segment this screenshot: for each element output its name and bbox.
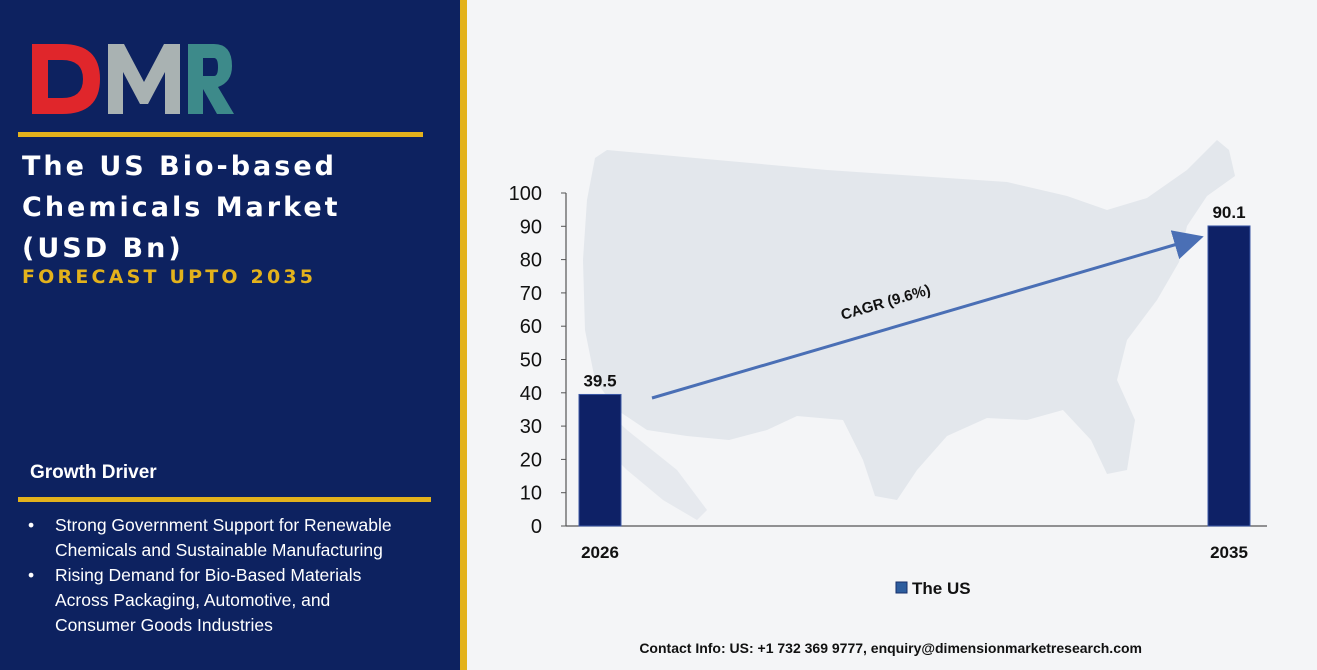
logo-letter-r xyxy=(188,44,234,114)
driver-line: Strong Government Support for Renewable xyxy=(55,515,392,535)
us-map-background xyxy=(583,140,1235,500)
y-tick-label: 0 xyxy=(531,516,542,538)
page-title: The US Bio-based Chemicals Market (USD B… xyxy=(22,146,442,269)
bar xyxy=(578,393,622,527)
y-tick-label: 30 xyxy=(520,416,542,438)
bar-chart: 010203040506070809010039.5202690.12035CA… xyxy=(509,140,1267,598)
y-tick-label: 10 xyxy=(520,483,542,505)
logo-letter-m xyxy=(108,44,180,114)
bar xyxy=(1207,225,1251,527)
dmr-logo xyxy=(32,44,234,114)
y-tick-label: 40 xyxy=(520,383,542,405)
growth-driver-item: • Strong Government Support for Renewabl… xyxy=(28,513,448,563)
data-label: 39.5 xyxy=(583,371,616,390)
y-tick-label: 70 xyxy=(520,283,542,305)
bullet-icon: • xyxy=(28,515,35,535)
y-tick-label: 20 xyxy=(520,449,542,471)
accent-stripe xyxy=(460,0,467,670)
title-divider xyxy=(18,132,423,137)
logo-letter-d xyxy=(32,44,100,114)
growth-driver-heading: Growth Driver xyxy=(30,462,157,483)
title-line-3: (USD Bn) xyxy=(22,233,184,264)
y-tick-label: 60 xyxy=(520,316,542,338)
y-tick-label: 50 xyxy=(520,350,542,372)
contact-info: Contact Info: US: +1 732 369 9777, enqui… xyxy=(639,640,1142,656)
driver-line: Chemicals and Sustainable Manufacturing xyxy=(55,540,383,560)
forecast-subtitle: FORECAST UPTO 2035 xyxy=(22,266,317,288)
plot-area: 010203040506070809010039.5202690.12035CA… xyxy=(509,183,1267,598)
y-tick-label: 90 xyxy=(520,216,542,238)
x-tick-label: 2035 xyxy=(1210,543,1248,562)
info-panel: The US Bio-based Chemicals Market (USD B… xyxy=(0,0,460,670)
legend-label: The US xyxy=(912,579,971,598)
chart-panel: 0 10 20 30 40 50 60 70 80 90 100 39.5 2026 90.1 2035 CA… xyxy=(467,0,1317,670)
data-label: 90.1 xyxy=(1212,203,1245,222)
title-line-2: Chemicals Market xyxy=(22,192,341,223)
driver-line: Consumer Goods Industries xyxy=(55,615,273,635)
x-tick-label: 2026 xyxy=(581,543,619,562)
y-tick-label: 100 xyxy=(509,183,542,205)
growth-driver-item: • Rising Demand for Bio-Based Materials … xyxy=(28,563,448,638)
growth-divider xyxy=(18,497,431,502)
legend-swatch xyxy=(895,581,908,594)
cagr-arrow xyxy=(651,230,1204,400)
y-tick-label: 80 xyxy=(520,250,542,272)
growth-driver-list: • Strong Government Support for Renewabl… xyxy=(28,513,448,638)
bullet-icon: • xyxy=(28,565,35,585)
driver-line: Rising Demand for Bio-Based Materials xyxy=(55,565,362,585)
title-line-1: The US Bio-based xyxy=(22,151,337,182)
driver-line: Across Packaging, Automotive, and xyxy=(55,590,331,610)
